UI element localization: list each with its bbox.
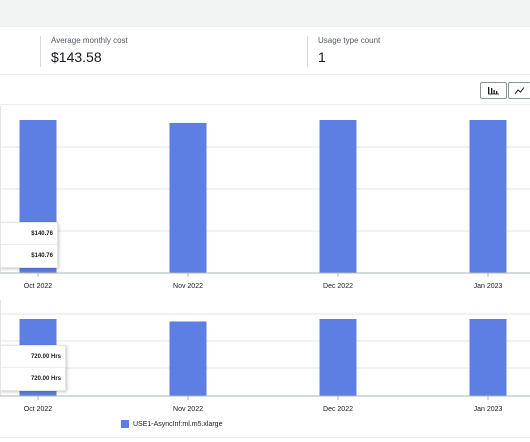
usage-type-count-value: 1: [318, 49, 326, 65]
bar-chart-icon: [488, 87, 499, 95]
bar[interactable]: [169, 321, 207, 396]
bar[interactable]: [469, 120, 507, 273]
line-chart-icon: [514, 87, 525, 95]
x-tick-label: Nov 2022: [173, 283, 203, 290]
summary-metrics: Average monthly cost $143.58 Usage type …: [0, 27, 530, 75]
tooltip-row: $140.76: [31, 253, 53, 259]
tooltip-row: 720.00 Hrs: [1, 346, 65, 368]
x-tick-label: Dec 2022: [323, 283, 353, 290]
bar[interactable]: [469, 319, 507, 396]
usage-type-count-label: Usage type count: [318, 36, 381, 45]
line-chart-toggle-button[interactable]: [508, 82, 530, 99]
bar-chart-toggle-button[interactable]: [480, 82, 507, 99]
x-tick-label: Oct 2022: [24, 283, 53, 290]
tooltip-row: $140.76: [1, 223, 57, 245]
x-tick-label: Jan 2023: [474, 406, 503, 413]
metric-average-monthly-cost: Average monthly cost $143.58: [51, 36, 128, 65]
average-monthly-cost-label: Average monthly cost: [51, 36, 128, 45]
x-tick-label: Jan 2023: [474, 283, 503, 290]
metric-usage-type-count: Usage type count 1: [318, 36, 380, 65]
average-monthly-cost-value: $143.58: [51, 49, 102, 65]
metric-divider: [307, 36, 308, 67]
cost-tooltip: $140.76 $140.76: [0, 222, 58, 268]
legend-swatch: [121, 420, 129, 428]
metric-divider: [40, 36, 41, 67]
chart-legend[interactable]: USE1-AsyncInf:ml.m5.xlarge: [121, 420, 222, 428]
x-tick-label: Oct 2022: [24, 406, 53, 413]
bar[interactable]: [169, 122, 207, 274]
x-tick-label: Dec 2022: [323, 406, 353, 413]
tooltip-row: 720.00 Hrs: [30, 376, 61, 382]
usage-tooltip: 720.00 Hrs 720.00 Hrs: [0, 345, 66, 391]
top-strip: [0, 0, 530, 27]
x-tick-label: Nov 2022: [173, 406, 203, 413]
bottom-divider: [0, 437, 530, 438]
bar[interactable]: [319, 120, 357, 273]
bar[interactable]: [319, 319, 357, 396]
legend-label: USE1-AsyncInf:ml.m5.xlarge: [133, 420, 223, 428]
chart-toolbar: [0, 75, 530, 105]
